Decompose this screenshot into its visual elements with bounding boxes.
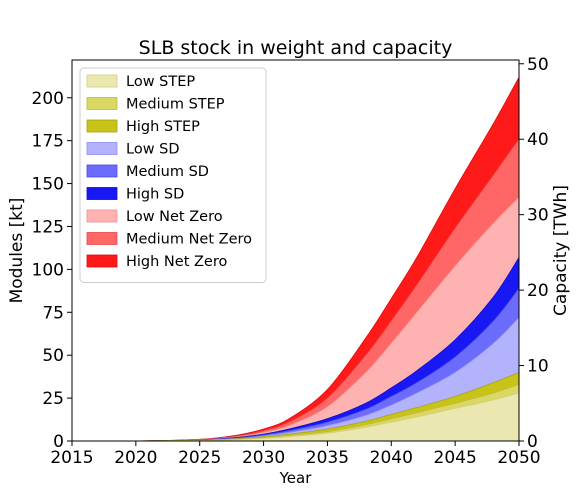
- x-axis-title: Year: [279, 469, 313, 487]
- y2-tick-label: 50: [527, 55, 549, 75]
- y-axis-right: 0 10 20 30 40 50: [519, 55, 549, 452]
- y-axis-right-title: Capacity [TWh]: [551, 185, 571, 316]
- legend-label: Low SD: [126, 142, 180, 158]
- y-tick-label: 25: [42, 389, 64, 409]
- legend-swatch: [86, 187, 118, 200]
- legend-swatch: [86, 254, 118, 268]
- legend-item-high-sd: High SD: [86, 187, 184, 203]
- legend-swatch: [86, 74, 118, 88]
- legend-item-high-step: High STEP: [86, 119, 200, 135]
- legend-label: High SD: [126, 187, 184, 203]
- x-tick-label: 2040: [370, 448, 413, 468]
- legend-item-medium-net-zero: Medium Net Zero: [86, 232, 252, 248]
- legend-swatch: [86, 232, 118, 245]
- x-tick-label: 2050: [497, 448, 540, 468]
- y-tick-label: 0: [53, 432, 64, 452]
- chart-areas: [71, 76, 520, 442]
- y-tick-label: 150: [32, 175, 64, 195]
- legend-swatch: [86, 164, 118, 178]
- legend-label: Low Net Zero: [126, 209, 223, 225]
- x-tick-label: 2035: [306, 448, 349, 468]
- y2-tick-label: 20: [527, 281, 549, 301]
- y-tick-label: 175: [32, 132, 64, 152]
- legend-label: Medium SD: [126, 164, 209, 180]
- y2-tick-label: 30: [527, 206, 549, 226]
- x-tick-label: 2015: [50, 448, 93, 468]
- y2-tick-label: 40: [527, 130, 549, 150]
- legend-swatch: [86, 142, 118, 155]
- legend-label: High Net Zero: [126, 254, 227, 270]
- legend: Low STEP Medium STEP High STEP Low SD Medium…: [79, 67, 267, 283]
- legend-item-medium-step: Medium STEP: [86, 97, 225, 113]
- y-tick-label: 100: [32, 260, 64, 280]
- legend-swatch: [86, 119, 118, 133]
- legend-label: High STEP: [126, 119, 200, 135]
- legend-item-medium-sd: Medium SD: [86, 164, 209, 180]
- plot-frame: [71, 59, 520, 442]
- legend-item-high-net-zero: High Net Zero: [86, 254, 227, 270]
- legend-label: Medium Net Zero: [126, 232, 252, 248]
- chart-title: SLB stock in weight and capacity: [139, 37, 453, 59]
- legend-label: Low STEP: [126, 74, 195, 90]
- legend-item-low-net-zero: Low Net Zero: [86, 209, 223, 225]
- area-low-step: [71, 392, 520, 442]
- legend-swatch: [86, 97, 118, 110]
- y-tick-label: 50: [42, 346, 64, 366]
- x-tick-label: 2020: [114, 448, 157, 468]
- y-axis-left: 0 25 50 75 100 125 150 175 200: [32, 89, 72, 452]
- x-tick-label: 2045: [434, 448, 477, 468]
- x-tick-label: 2025: [178, 448, 221, 468]
- legend-box: [79, 67, 267, 283]
- y-tick-label: 200: [32, 89, 64, 109]
- y-tick-label: 125: [32, 217, 64, 237]
- legend-label: Medium STEP: [126, 97, 225, 113]
- y-tick-label: 75: [42, 303, 64, 323]
- y2-tick-label: 10: [527, 357, 549, 377]
- y2-tick-label: 0: [527, 432, 538, 452]
- x-tick-label: 2030: [242, 448, 285, 468]
- legend-item-low-sd: Low SD: [86, 142, 180, 158]
- legend-item-low-step: Low STEP: [86, 74, 195, 90]
- legend-swatch: [86, 209, 118, 223]
- y-axis-left-title: Modules [kt]: [7, 198, 27, 304]
- x-axis: 2015 2020 2025 2030 2035 2040 2045 2050: [50, 441, 541, 468]
